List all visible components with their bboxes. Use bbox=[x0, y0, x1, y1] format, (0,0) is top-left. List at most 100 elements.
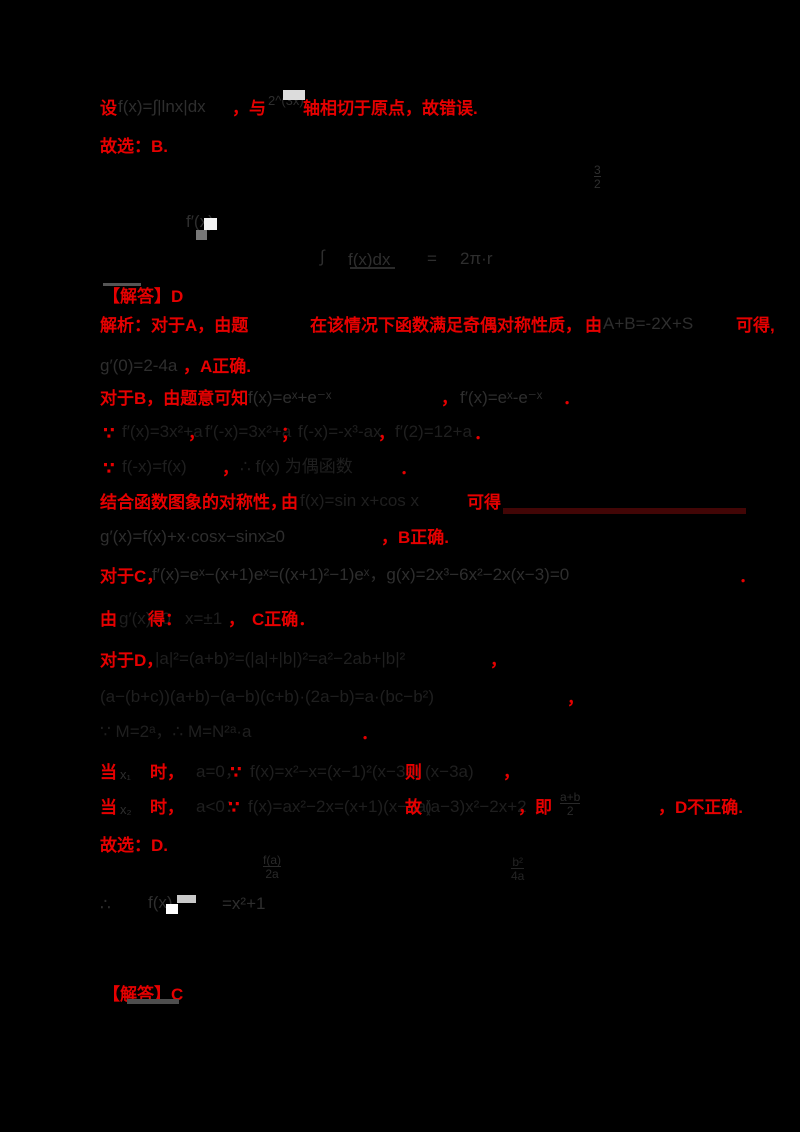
ghost-math: (a−3)x²−2x+2 bbox=[425, 797, 527, 816]
ghost-math: ∫ bbox=[320, 247, 325, 266]
solution-run: 故 bbox=[405, 798, 422, 817]
fraction-numerator: b² bbox=[512, 855, 524, 869]
ghost-math: g′(x)=f(x)+x·cosx−sinx≥0 bbox=[100, 527, 285, 546]
fraction-numerator: f(a) bbox=[263, 853, 281, 867]
fraction-numerator: a+b bbox=[560, 790, 581, 804]
solution-run: ． bbox=[400, 459, 417, 478]
white-patch bbox=[204, 218, 217, 230]
fraction-denominator: 2a bbox=[263, 866, 281, 880]
solution-run: ，B正确. bbox=[381, 528, 449, 547]
ghost-math: a<0： bbox=[196, 797, 242, 816]
ghost-math: f(x)=x²−x=(x−1)²(x−3a) bbox=[250, 762, 421, 781]
ghost-math: g′(x)=0 bbox=[119, 609, 171, 628]
solution-run: ，A正确. bbox=[183, 357, 251, 376]
solution-run: ∵ bbox=[230, 763, 242, 782]
solution-run: ∵ bbox=[103, 424, 115, 443]
ghost-math: f′(x)=eˣ-e⁻ˣ bbox=[460, 388, 543, 407]
solution-run: ， bbox=[228, 610, 245, 629]
ghost-math: f′(x)=eˣ−(x+1)eˣ=((x+1)²−1)eˣ，g(x)=2x³−6… bbox=[152, 565, 570, 584]
solution-run: 当 bbox=[100, 798, 117, 817]
solution-run: ， bbox=[503, 763, 520, 782]
solution-run: 由 bbox=[585, 316, 602, 335]
ghost-math: f(x)dx bbox=[348, 250, 391, 269]
solution-run: ． bbox=[361, 724, 378, 743]
ghost-math: f(x)=sin x+cos x bbox=[300, 491, 420, 510]
solution-run: 可得, bbox=[736, 316, 775, 335]
ghost-math: f′(x)=3x²+a bbox=[122, 422, 203, 441]
solution-run: 由 bbox=[100, 610, 117, 629]
solution-run: ． bbox=[474, 424, 491, 443]
fraction-numerator: 3 bbox=[594, 163, 601, 177]
solution-run: ，D不正确. bbox=[658, 798, 743, 817]
solution-run: 在该情况下函数满足奇偶对称性质， bbox=[310, 316, 582, 335]
ghost-fraction: b² 4a bbox=[511, 855, 525, 883]
ghost-math: f(-x)=-x³-ax bbox=[298, 422, 382, 441]
solution-run: C正确． bbox=[252, 610, 316, 629]
ghost-math: f′(-x)=3x²+a bbox=[205, 422, 292, 441]
ghost-math: f(x)=eˣ+e⁻ˣ bbox=[248, 388, 332, 407]
white-patch bbox=[283, 90, 305, 100]
white-patch bbox=[177, 895, 196, 903]
ghost-math: 2π·r bbox=[460, 249, 493, 268]
solution-run: ，与 bbox=[232, 99, 266, 118]
ghost-math: ∵ M=2ᵃ，∴ M=N²ᵃ·a bbox=[100, 722, 252, 741]
ghost-fraction: f(a) 2a bbox=[263, 854, 281, 880]
fraction-denominator: 2 bbox=[594, 176, 601, 191]
solution-run: 设 bbox=[100, 99, 117, 118]
white-patch bbox=[166, 904, 178, 914]
solution-run: ∵ bbox=[228, 798, 240, 817]
solution-run: 解析：对于A，由题 bbox=[100, 316, 249, 335]
ghost-math: ∴ bbox=[100, 895, 111, 914]
solution-run: 可得 bbox=[467, 493, 501, 512]
solution-run: 对于D， bbox=[100, 651, 164, 670]
solution-run: 时， bbox=[150, 798, 184, 817]
solution-run: ， bbox=[188, 424, 205, 443]
maroon-underline bbox=[503, 508, 746, 514]
answer-label: 【解答】D bbox=[103, 287, 184, 306]
solution-run: 对于C， bbox=[100, 567, 164, 586]
ghost-math: x₂ bbox=[120, 802, 132, 817]
solution-run: ， bbox=[441, 389, 458, 408]
gray-smudge bbox=[103, 283, 141, 286]
ghost-math: f(x)=ax²−2x=(x+1)(x−3a) bbox=[248, 797, 432, 816]
solution-run: 结合函数图象的对称性， bbox=[100, 493, 287, 512]
gray-patch bbox=[196, 230, 207, 240]
solution-run: 轴相切于原点，故错误. bbox=[303, 99, 478, 118]
solution-run: ； bbox=[281, 424, 298, 443]
answer-choice-line: 故选：D. bbox=[100, 836, 168, 855]
solution-run: ， bbox=[222, 459, 239, 478]
ghost-math: (x−3a) bbox=[425, 762, 474, 781]
solution-run: 时， bbox=[150, 763, 184, 782]
ghost-math: g′(0)=2-4a bbox=[100, 356, 178, 375]
solution-run: ， bbox=[490, 651, 507, 670]
solution-run: ． bbox=[739, 567, 756, 586]
ghost-math: f(-x)=f(x) bbox=[122, 457, 187, 476]
fraction-denominator: 4a bbox=[511, 868, 525, 883]
ghost-math: x₁ bbox=[120, 767, 131, 782]
solution-run: 由 bbox=[281, 493, 298, 512]
ghost-math: A+B=-2X+S bbox=[603, 314, 694, 333]
solution-run: ． bbox=[563, 389, 580, 408]
solution-run: ， bbox=[567, 689, 584, 708]
ghost-math: a=0， bbox=[196, 762, 242, 781]
ghost-math: (a−(b+c))(a+b)−(a−b)(c+b)·(2a−b)=a·(bc−b… bbox=[100, 687, 434, 706]
answer-choice-line: 故选：B. bbox=[100, 137, 168, 156]
gray-smudge bbox=[127, 999, 179, 1004]
ghost-math: f(x)=∫|lnx|dx bbox=[118, 97, 206, 116]
ghost-math: =x²+1 bbox=[222, 894, 266, 913]
ghost-math: = bbox=[427, 249, 437, 268]
solution-run: 对于B，由题意可知 bbox=[100, 389, 249, 408]
ghost-math: f′(2)=12+a bbox=[395, 422, 472, 441]
solution-run: 得： bbox=[148, 610, 182, 629]
solution-run: ，即 bbox=[518, 798, 552, 817]
ghost-fraction: a+b 2 bbox=[560, 790, 581, 817]
ghost-bar bbox=[350, 267, 395, 269]
ghost-math: ∴ f(x) 为偶函数 bbox=[240, 457, 353, 476]
solution-run: 当 bbox=[100, 763, 117, 782]
solution-run: ， bbox=[378, 424, 395, 443]
solution-run: ∵ bbox=[103, 459, 115, 478]
ghost-math: |a|²=(a+b)²=(|a|+|b|)²=a²−2ab+|b|² bbox=[155, 649, 406, 668]
solution-run: 则 bbox=[405, 763, 422, 782]
